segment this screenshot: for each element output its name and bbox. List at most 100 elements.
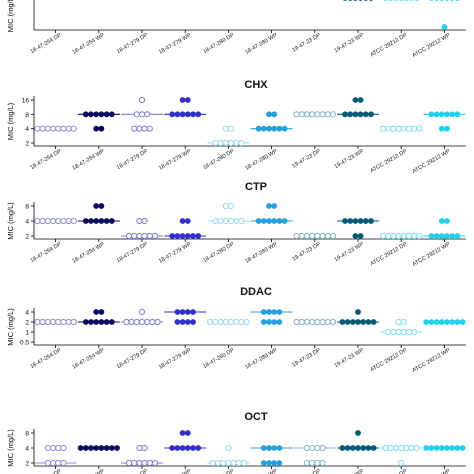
data-point bbox=[404, 0, 409, 2]
data-point bbox=[370, 445, 377, 451]
data-point bbox=[385, 232, 392, 240]
data-point bbox=[444, 125, 450, 132]
data-point bbox=[329, 111, 337, 118]
data-point bbox=[169, 233, 176, 239]
data-point bbox=[60, 217, 67, 225]
data-point bbox=[212, 217, 219, 225]
data-point bbox=[60, 459, 67, 467]
data-point bbox=[44, 318, 51, 326]
data-point bbox=[93, 218, 100, 224]
data-point bbox=[103, 111, 110, 118]
data-point bbox=[303, 459, 311, 467]
panel-oct: OCT MIC (mg/L) 2 4 8 18-47-254 DP 18-47-254 WP… bbox=[6, 411, 466, 474]
data-point bbox=[459, 445, 466, 451]
data-point bbox=[138, 96, 146, 104]
data-point bbox=[324, 232, 331, 240]
data-point bbox=[271, 445, 278, 451]
panel-ctp: CTP MIC (mg/L) 2 4 8 18-47-254 DP 18-47-254 WP… bbox=[6, 181, 466, 268]
y-tick-label: 16 bbox=[22, 98, 30, 105]
data-point bbox=[93, 203, 100, 209]
x-tick-label: 19-47-23 DP bbox=[291, 32, 322, 53]
data-point bbox=[141, 459, 148, 467]
data-point bbox=[411, 328, 418, 336]
data-point bbox=[233, 318, 240, 326]
data-point bbox=[128, 318, 135, 326]
data-point bbox=[154, 318, 161, 326]
x-tick-label: 18-47-279 DP bbox=[116, 241, 149, 264]
data-point bbox=[34, 318, 41, 326]
data-point bbox=[222, 217, 229, 225]
data-point bbox=[433, 445, 440, 451]
data-point bbox=[190, 319, 196, 325]
data-point bbox=[212, 318, 219, 326]
data-point bbox=[400, 318, 407, 326]
data-point bbox=[260, 218, 267, 224]
y-axis-label: MIC (mg/L) bbox=[6, 0, 15, 32]
data-point bbox=[238, 139, 245, 147]
data-point bbox=[49, 444, 57, 452]
y-tick-label: 4 bbox=[25, 126, 29, 133]
data-point bbox=[55, 444, 62, 452]
data-point bbox=[235, 459, 242, 467]
data-point bbox=[368, 218, 374, 224]
data-point bbox=[428, 111, 435, 118]
data-point bbox=[93, 125, 100, 132]
data-point bbox=[329, 318, 337, 326]
x-tick-label: 18-47-254 WP bbox=[72, 468, 106, 474]
data-point bbox=[385, 125, 392, 132]
data-point bbox=[222, 139, 229, 147]
data-point bbox=[184, 97, 191, 103]
data-point bbox=[450, 0, 455, 1]
data-point bbox=[174, 111, 181, 118]
data-point bbox=[347, 218, 354, 224]
data-point bbox=[303, 444, 311, 452]
data-point bbox=[209, 459, 216, 467]
data-point bbox=[357, 218, 364, 224]
data-point bbox=[434, 0, 439, 1]
data-point bbox=[309, 444, 316, 452]
data-point bbox=[400, 232, 407, 240]
data-point bbox=[293, 318, 300, 326]
data-point bbox=[449, 445, 456, 451]
data-point bbox=[44, 444, 51, 452]
data-point bbox=[108, 218, 115, 224]
data-point bbox=[266, 309, 272, 315]
data-point bbox=[390, 328, 397, 336]
data-point bbox=[324, 111, 331, 118]
data-point bbox=[195, 233, 202, 239]
data-point bbox=[444, 111, 450, 118]
data-point bbox=[349, 445, 356, 451]
data-point bbox=[329, 232, 337, 240]
data-point bbox=[227, 125, 235, 132]
data-point bbox=[125, 232, 133, 240]
data-point bbox=[174, 319, 181, 325]
data-point bbox=[342, 0, 348, 1]
data-point bbox=[303, 232, 311, 240]
data-point bbox=[217, 217, 224, 225]
data-point bbox=[281, 125, 288, 132]
data-point bbox=[266, 319, 272, 325]
data-point bbox=[276, 309, 283, 315]
y-tick-label: 4 bbox=[25, 219, 29, 226]
data-point bbox=[49, 125, 57, 132]
y-tick-label: 0.5 bbox=[20, 340, 29, 347]
data-point bbox=[141, 217, 148, 225]
x-tick-label: ATCC 29212 DP bbox=[369, 148, 408, 174]
data-point bbox=[413, 444, 420, 452]
data-point bbox=[303, 318, 311, 326]
data-point bbox=[220, 459, 227, 467]
data-point bbox=[416, 125, 423, 132]
x-tick-label: ATCC 29212 WP bbox=[412, 148, 452, 175]
data-point bbox=[70, 125, 77, 132]
data-point bbox=[108, 111, 115, 118]
data-point bbox=[360, 445, 367, 451]
data-point bbox=[429, 0, 434, 1]
data-point bbox=[98, 319, 105, 325]
data-point bbox=[438, 445, 445, 451]
data-point bbox=[266, 111, 272, 118]
data-point bbox=[238, 217, 245, 225]
y-tick-label: 2 bbox=[25, 234, 29, 241]
data-point bbox=[395, 318, 402, 326]
data-point bbox=[398, 444, 405, 452]
data-point bbox=[190, 309, 196, 315]
